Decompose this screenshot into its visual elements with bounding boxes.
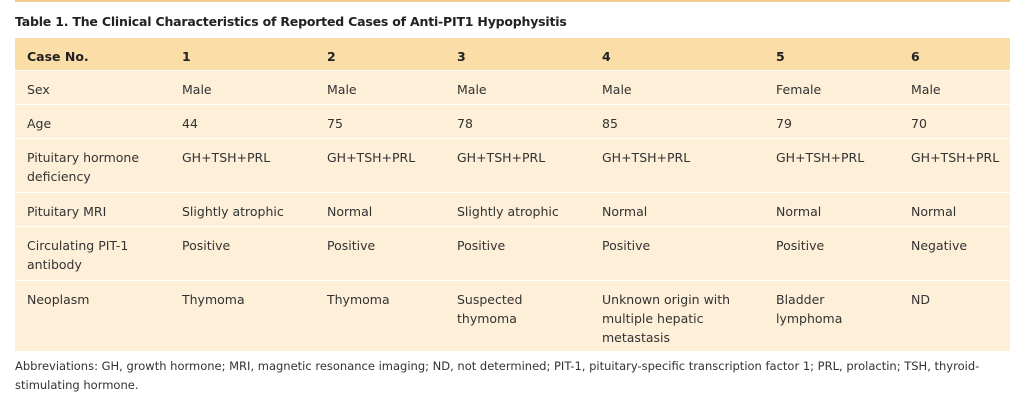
table-cell: 79 [764,104,899,139]
top-rule [15,0,1010,2]
table-cell: Normal [764,192,899,227]
table-cell: Male [445,70,590,105]
header-cell: 1 [170,38,315,71]
table-cell: Male [315,70,445,105]
table-cell: 85 [590,104,764,139]
table-cell: Positive [764,226,899,281]
table-cell: Slightly atrophic [445,192,590,227]
row-label-cell: Neoplasm [15,280,170,352]
table-cell: Female [764,70,899,105]
table-cell: Thymoma [170,280,315,352]
header-cell: 6 [899,38,1010,71]
header-cell: 4 [590,38,764,71]
table-cell: Male [899,70,1010,105]
table-row: Pituitary MRI Slightly atrophic Normal Slig… [15,192,1010,227]
table-cell: GH+TSH+PRL [445,138,590,193]
table-cell: 75 [315,104,445,139]
row-label-cell: Pituitary MRI [15,192,170,227]
table-cell: GH+TSH+PRL [764,138,899,193]
row-label-cell: Age [15,104,170,139]
table-row: Pituitary hormone deficiency GH+TSH+PRL GH… [15,138,1010,193]
table-cell: 44 [170,104,315,139]
table-cell: Positive [170,226,315,281]
table-cell: 70 [899,104,1010,139]
row-label-cell: Pituitary hormone deficiency [15,138,170,193]
table-cell: Male [170,70,315,105]
row-label-cell: Circulating PIT-1 antibody [15,226,170,281]
table-cell: Normal [899,192,1010,227]
header-cell: 2 [315,38,445,71]
table-cell: GH+TSH+PRL [590,138,764,193]
table-cell: Unknown origin with multiple hepatic met… [590,280,764,352]
header-cell: 5 [764,38,899,71]
table-row: Age 44 75 78 85 79 70 [15,104,1010,139]
table-row: Circulating PIT-1 antibody Positive Positi… [15,226,1010,281]
header-cell: 3 [445,38,590,71]
header-cell: Case No. [15,38,170,71]
table-cell: Positive [445,226,590,281]
table-cell: GH+TSH+PRL [315,138,445,193]
table-cell: Positive [590,226,764,281]
table-footnote: Abbreviations: GH, growth hormone; MRI, … [15,359,980,392]
row-label-cell: Sex [15,70,170,105]
table-row: Sex Male Male Male Male Female Male [15,70,1010,105]
table-cell: Negative [899,226,1010,281]
table-cell: GH+TSH+PRL [899,138,1010,193]
clinical-characteristics-table: Case No. 1 2 3 4 5 6 Sex Male Male Male Male… [15,38,1010,352]
table-title: Table 1. The Clinical Characteristics of… [15,14,567,29]
table-cell: Slightly atrophic [170,192,315,227]
table-cell: Male [590,70,764,105]
table-cell: 78 [445,104,590,139]
table-cell: ND [899,280,1010,352]
table-row: Neoplasm Thymoma Thymoma Suspected thymoma U… [15,280,1010,352]
header-row: Case No. 1 2 3 4 5 6 [15,38,1010,71]
table-cell: Suspected thymoma [445,280,590,352]
table-cell: GH+TSH+PRL [170,138,315,193]
table-cell: Thymoma [315,280,445,352]
table-cell: Normal [315,192,445,227]
table-cell: Positive [315,226,445,281]
table-cell: Bladder lymphoma [764,280,899,352]
table-cell: Normal [590,192,764,227]
